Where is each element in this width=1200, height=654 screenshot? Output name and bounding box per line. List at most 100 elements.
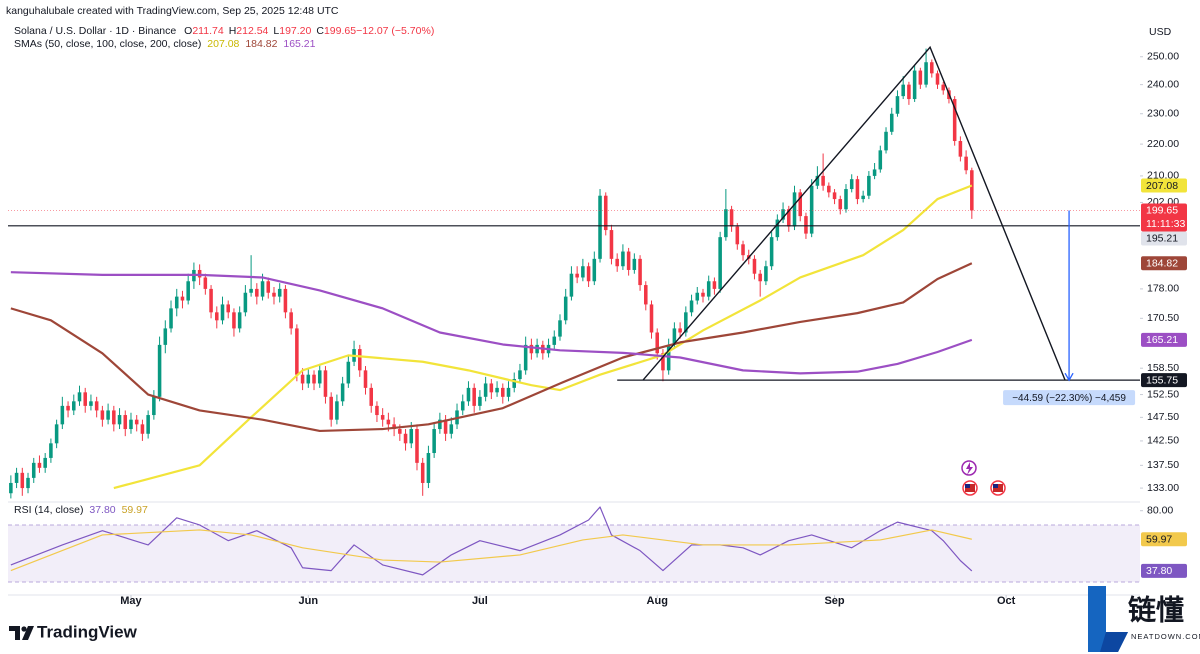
candle-body <box>335 401 339 420</box>
candle-body <box>952 99 957 142</box>
ohlc-value: 197.20 <box>279 25 311 37</box>
candle-body <box>501 387 505 397</box>
candle-body <box>386 419 391 425</box>
candle-body <box>815 175 820 186</box>
candle-body <box>706 281 711 297</box>
ohlc-key: H <box>229 25 237 37</box>
candle-body <box>701 292 705 297</box>
ohlc-value: 199.65 <box>324 25 356 37</box>
candle-body <box>804 216 808 234</box>
symbol-legend: Solana / U.S. Dollar · 1D · Binance O211… <box>14 25 434 37</box>
candle-body <box>415 429 419 463</box>
candle-body <box>821 175 825 186</box>
trend-drawing <box>642 45 1066 381</box>
measure-arrowhead <box>1064 372 1074 382</box>
candle-body <box>798 192 803 217</box>
candle-body <box>197 269 202 278</box>
candle-body <box>832 192 837 200</box>
candle-body <box>272 292 276 297</box>
rsi-band <box>8 524 1140 583</box>
candle-body <box>329 396 333 420</box>
candle-body <box>249 288 253 293</box>
x-tick-label: Aug <box>647 595 668 607</box>
candle-body <box>575 273 579 278</box>
y-tick-label: 137.50 <box>1147 459 1179 471</box>
y-tick-label: 152.50 <box>1147 388 1179 400</box>
candle-body <box>684 312 688 333</box>
sma-line <box>10 271 973 375</box>
candle-body <box>31 462 36 478</box>
candle-body <box>724 209 728 238</box>
candle-body <box>472 387 476 406</box>
candle-body <box>495 387 499 393</box>
candle-body <box>438 419 442 430</box>
price-tag <box>1141 256 1187 271</box>
y-tick-label: 178.00 <box>1147 283 1179 295</box>
symbol-title: Solana / U.S. Dollar · 1D · Binance <box>14 25 176 37</box>
candle-body <box>220 304 225 321</box>
candle-body <box>369 387 373 406</box>
candle-body <box>77 392 82 402</box>
candle-body <box>323 370 328 397</box>
candle-body <box>581 266 585 278</box>
candle-body <box>849 179 854 190</box>
candle-body <box>380 415 385 420</box>
candle-body <box>432 429 436 454</box>
price-tag-label: 37.80 <box>1146 565 1172 577</box>
measure-label-box <box>1003 390 1136 406</box>
candle-body <box>529 344 534 354</box>
candle-body <box>878 150 883 170</box>
candle-body <box>146 415 150 434</box>
sma-line <box>10 262 973 433</box>
ohlc-key: C <box>316 25 324 37</box>
candle-body <box>712 281 717 289</box>
price-tag <box>1141 203 1187 232</box>
candle-body <box>649 304 654 333</box>
candle-body <box>844 189 848 210</box>
candle-body <box>9 482 13 494</box>
candle-body <box>443 419 448 434</box>
candle-body <box>180 296 185 301</box>
rsi-y-tick-label: 80.00 <box>1147 504 1173 516</box>
candle-body <box>644 285 648 305</box>
candle-body <box>729 209 734 227</box>
candle-body <box>752 258 757 274</box>
candle-body <box>678 328 682 333</box>
ohlc-value: 212.54 <box>236 25 268 37</box>
candle-body <box>695 292 700 301</box>
candle-body <box>884 131 888 151</box>
y-tick-label: 220.00 <box>1147 138 1179 150</box>
candle-body <box>764 266 768 282</box>
logo-slash <box>22 626 34 640</box>
candle-body <box>941 84 946 91</box>
candle-body <box>901 84 905 97</box>
price-pane <box>8 45 1140 499</box>
candle-body <box>243 292 248 313</box>
ohlc-key: L <box>273 25 279 37</box>
rsi-line <box>10 506 973 576</box>
candle-body <box>215 312 219 321</box>
x-tick-label: Sep <box>824 595 844 607</box>
candle-body <box>689 300 694 313</box>
candle-body <box>300 374 305 384</box>
watermark-title: 链懂 <box>1128 594 1184 625</box>
candle-body <box>152 396 156 416</box>
candle-body <box>83 392 87 406</box>
candle-body <box>672 328 677 345</box>
candle-body <box>718 237 722 289</box>
candle-body <box>89 401 93 406</box>
candle-body <box>203 277 208 289</box>
candle-body <box>758 273 762 282</box>
author-line: kanguhalubale created with TradingView.c… <box>6 5 339 17</box>
x-tick-label: Oct <box>997 595 1016 607</box>
candle-body <box>609 230 614 259</box>
candle-body <box>615 258 619 267</box>
event-flag-canton <box>965 484 970 488</box>
y-tick-label: 230.00 <box>1147 108 1179 120</box>
candle-body <box>169 308 173 329</box>
candle-body <box>340 383 345 402</box>
candle-body <box>43 457 47 468</box>
candle-body <box>403 433 408 444</box>
